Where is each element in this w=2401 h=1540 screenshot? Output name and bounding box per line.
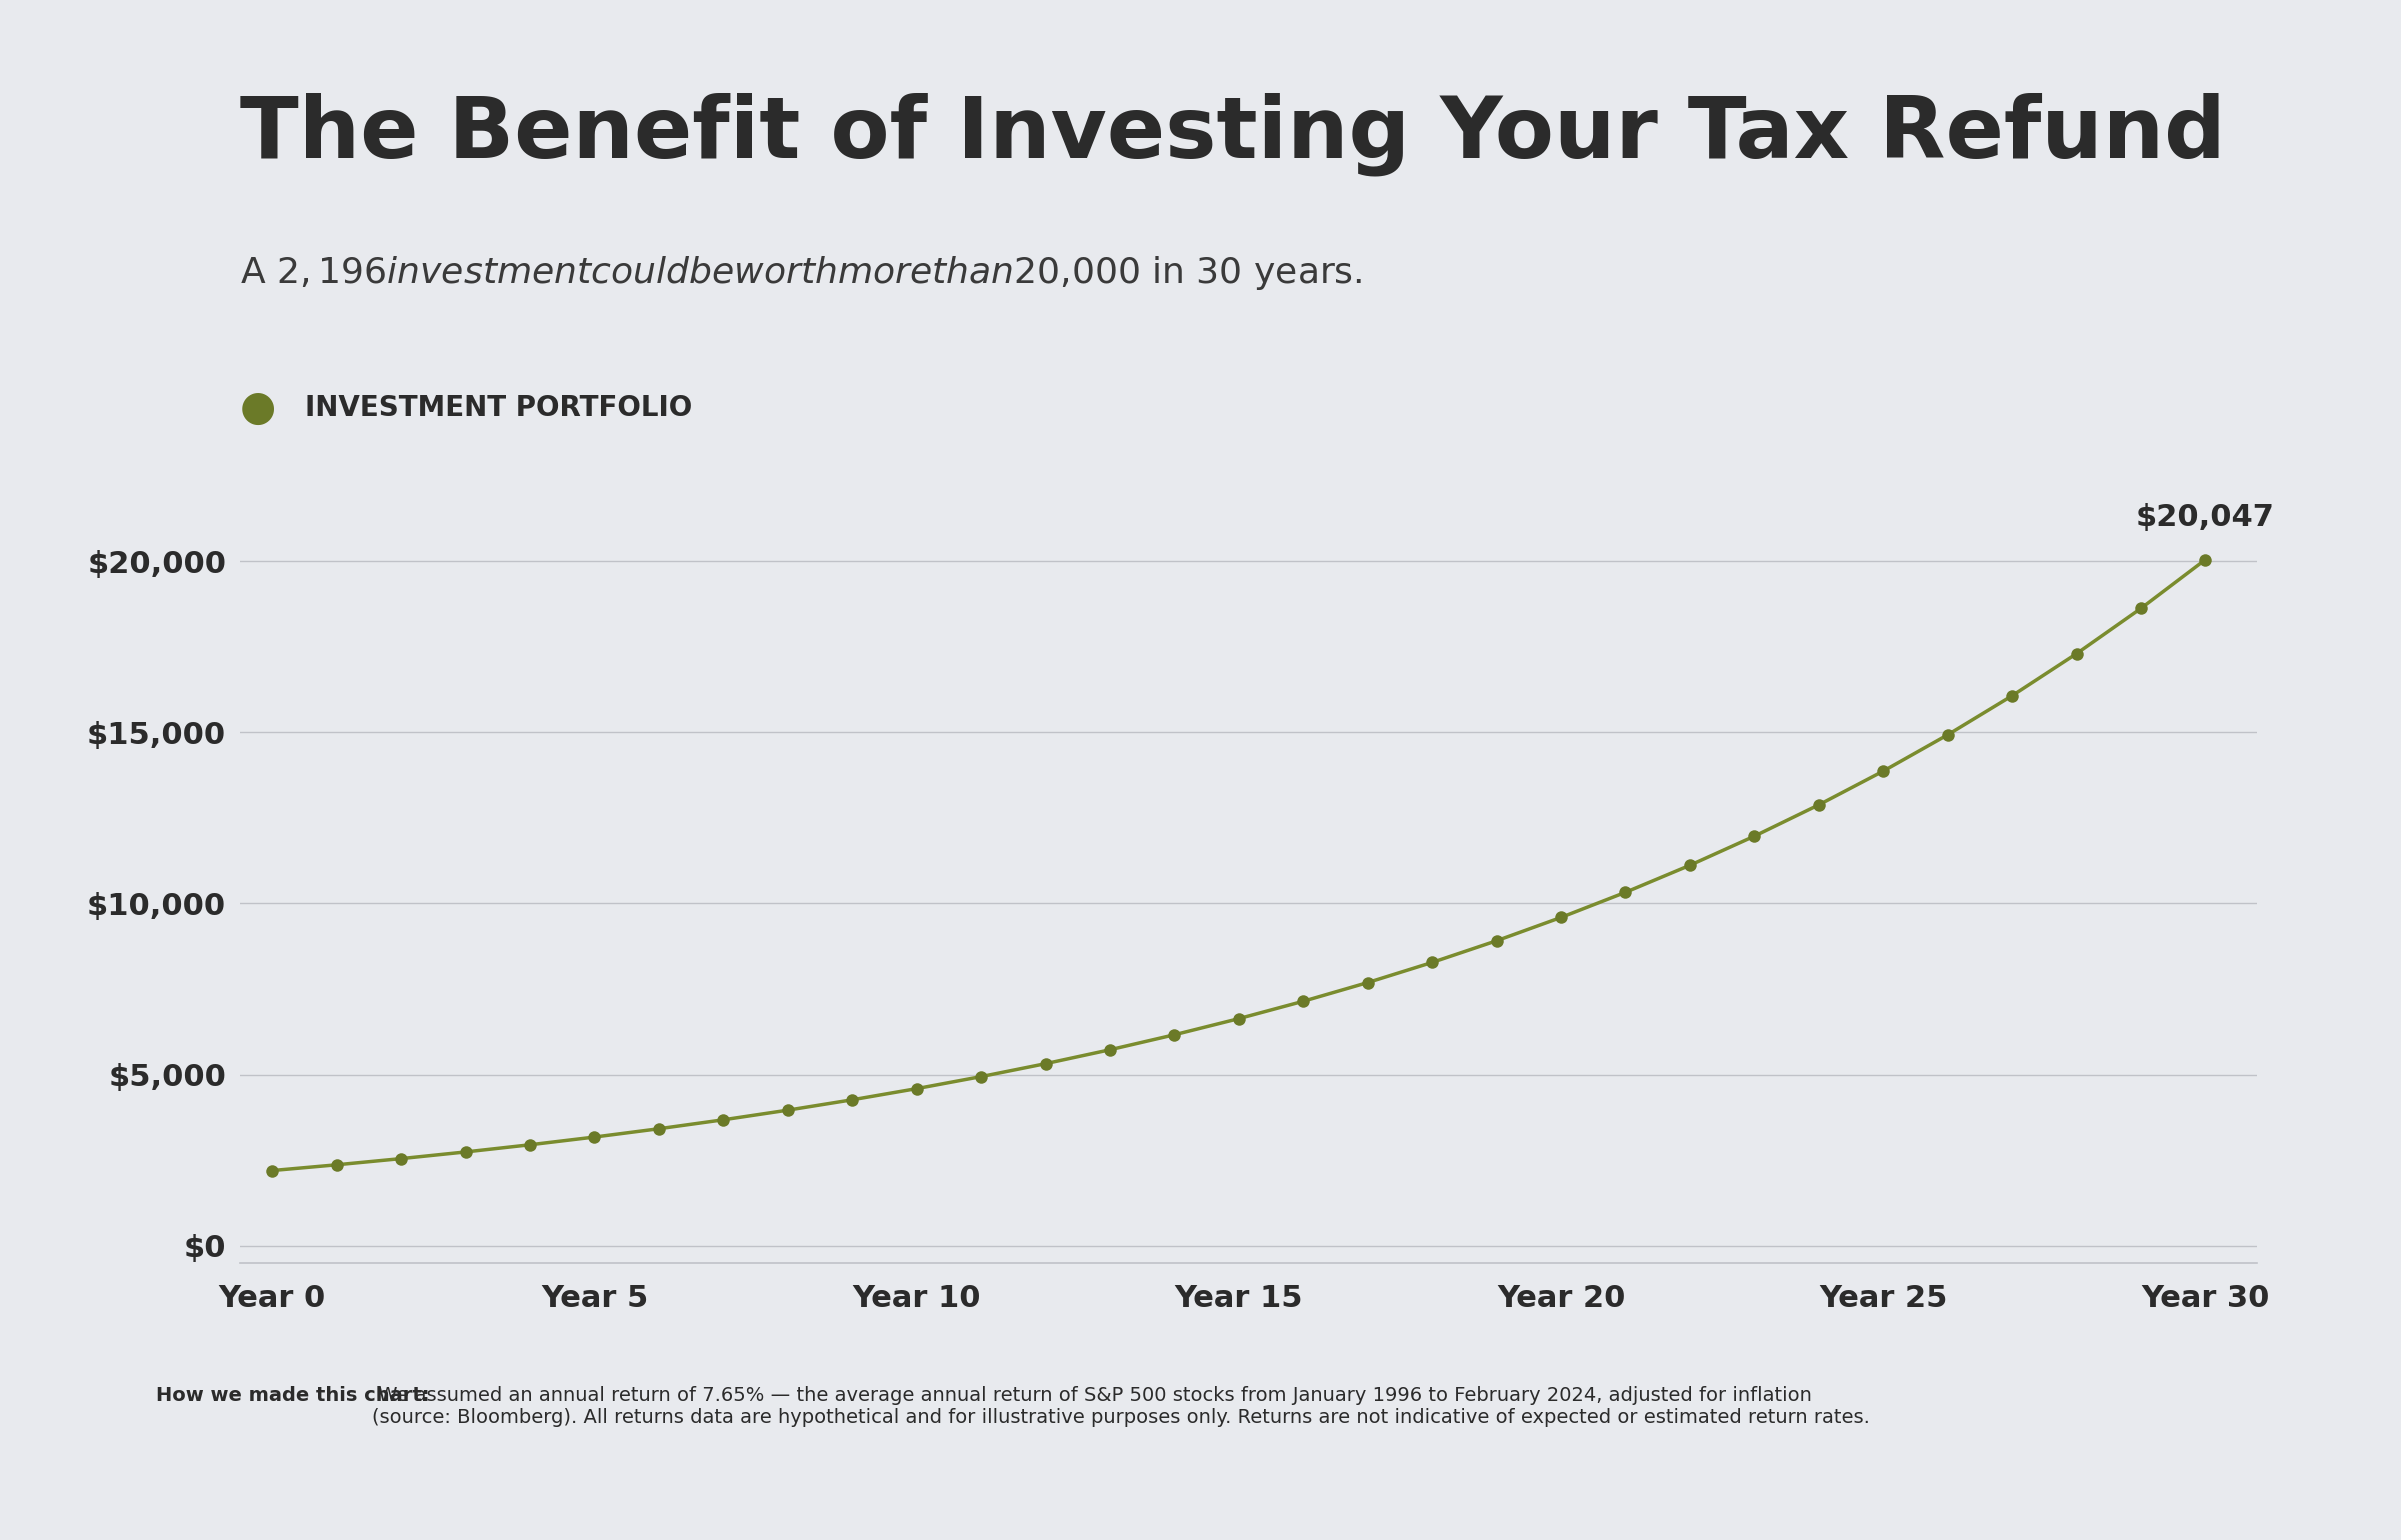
Text: ●: ●	[240, 387, 276, 430]
Text: How we made this chart:: How we made this chart:	[156, 1386, 430, 1404]
Text: The Benefit of Investing Your Tax Refund: The Benefit of Investing Your Tax Refund	[240, 92, 2226, 176]
Text: A $2,196 investment could be worth more than $20,000 in 30 years.: A $2,196 investment could be worth more …	[240, 254, 1361, 293]
Text: $20,047: $20,047	[2137, 504, 2274, 533]
Text: We assumed an annual return of 7.65% — the average annual return of S&P 500 stoc: We assumed an annual return of 7.65% — t…	[372, 1386, 1870, 1428]
Text: INVESTMENT PORTFOLIO: INVESTMENT PORTFOLIO	[305, 394, 691, 422]
